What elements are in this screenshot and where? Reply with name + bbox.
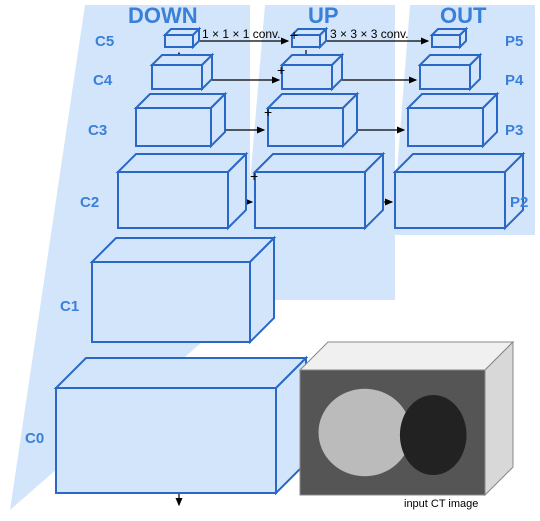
header-out: OUT [440, 3, 486, 29]
plus-4: + [250, 168, 258, 184]
label-conv-3x3: 3 × 3 × 3 conv. [330, 27, 409, 41]
label-p4: P4 [505, 72, 523, 89]
diagram-canvas: DOWN UP OUT C5 C4 C3 C2 C1 C0 P5 P4 P3 P… [0, 0, 540, 516]
label-c2: C2 [80, 194, 99, 211]
label-p2: P2 [510, 194, 528, 211]
ct-blob-2 [400, 395, 467, 475]
label-c1: C1 [60, 298, 79, 315]
ct-layer [0, 0, 540, 516]
label-conv-1x1: 1 × 1 × 1 conv. [202, 27, 281, 41]
plus-2: + [277, 62, 285, 78]
label-p3: P3 [505, 122, 523, 139]
label-p5: P5 [505, 33, 523, 50]
label-c4: C4 [93, 72, 112, 89]
plus-3: + [264, 104, 272, 120]
label-c3: C3 [88, 122, 107, 139]
header-down: DOWN [128, 3, 198, 29]
header-up: UP [308, 3, 339, 29]
ct-blob-1 [319, 389, 412, 477]
plus-1: + [290, 27, 298, 43]
label-c0: C0 [25, 430, 44, 447]
label-c5: C5 [95, 33, 114, 50]
ctbox-top [300, 342, 513, 370]
ct-caption: input CT image [404, 498, 478, 510]
